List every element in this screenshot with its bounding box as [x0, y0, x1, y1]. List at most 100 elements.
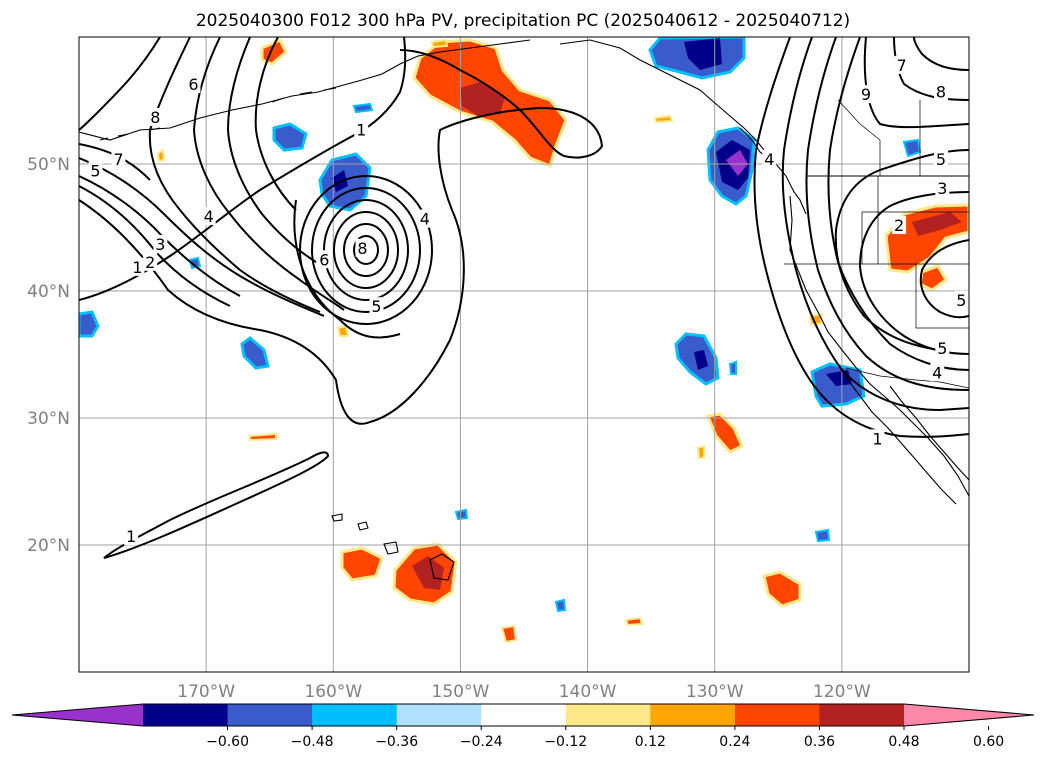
- precip-core-offshore: [694, 350, 708, 370]
- colorbar-tick-label-0: −0.60: [206, 734, 249, 750]
- lat-tick-label-1: 40°N: [27, 282, 70, 302]
- pv-contour-label-bg-19: [935, 179, 950, 198]
- pv-contour-label-bg-22: [935, 339, 950, 358]
- pv-contour-east-inner: [919, 239, 969, 319]
- pv-contour-label-19: 3: [937, 179, 947, 198]
- lon-tick-label-2: 150°W: [432, 682, 490, 702]
- gridlines: [79, 37, 969, 672]
- border-us-mexico: [845, 367, 969, 389]
- colorbar-tick-label-6: 0.24: [719, 734, 750, 750]
- pv-contour-label-2: 7: [113, 150, 123, 169]
- pv-contour-label-bg-4: [201, 207, 216, 226]
- lat-tick-label-0: 50°N: [27, 155, 70, 175]
- pv-cutoff-low: [293, 175, 433, 339]
- pv-contour-label-bg-5: [153, 235, 168, 254]
- pv-contour-label-bg-20: [892, 215, 907, 234]
- colorbar: −0.60 −0.48 −0.36 −0.24 −0.12 0.12 0.24 0.36 0.4…: [11, 703, 1035, 750]
- precip-small-5: [430, 38, 449, 49]
- pv-contour-label-bg-2: [111, 149, 126, 168]
- colorbar-extend-low: [12, 704, 143, 726]
- pv-contour-label-0: 6: [188, 75, 198, 94]
- pv-contour-label-bg-0: [186, 74, 201, 93]
- precip-blob-west-edge: [79, 310, 100, 338]
- pv-contour-label-9: 4: [420, 210, 430, 229]
- colorbar-extend-high: [904, 704, 1034, 726]
- pv-contour-label-8: 1: [356, 121, 366, 140]
- pv-contour-label-bg-23: [930, 363, 945, 382]
- pv-contour-label-bg-3: [88, 161, 103, 180]
- colorbar-bin-7: [734, 704, 820, 726]
- pv-contour-east-1: [753, 37, 969, 438]
- precip-core-west-us: [912, 212, 962, 236]
- lon-tick-label-4: 130°W: [686, 682, 744, 702]
- pv-contour-label-15: 9: [861, 85, 871, 104]
- precip-small-1: [249, 432, 277, 442]
- lon-tick-label-3: 140°W: [559, 682, 617, 702]
- colorbar-tick-label-5: 0.12: [635, 734, 666, 750]
- precip-small-9: [336, 324, 350, 337]
- pv-contour-label-23: 4: [932, 363, 942, 382]
- pv-contour-label-22: 5: [937, 339, 947, 358]
- colorbar-tick-label-1: −0.48: [291, 734, 334, 750]
- pv-contour-label-4: 4: [204, 207, 214, 226]
- pv-contour-east-2: [781, 37, 969, 412]
- lon-tick-label-5: 120°W: [813, 682, 871, 702]
- pv-contour-label-bg-13: [124, 527, 139, 546]
- pv-contour-label-bg-10: [355, 238, 370, 257]
- pv-contour-label-bg-11: [317, 250, 332, 269]
- pv-contour-label-7: 1: [132, 258, 142, 277]
- precip-small-3: [624, 616, 644, 627]
- pv-contour-label-16: 8: [936, 83, 946, 102]
- colorbar-outline: [11, 703, 1035, 727]
- precip-blob-central: [705, 412, 744, 454]
- pv-contour-label-17: 4: [764, 150, 774, 169]
- precip-small-neg-2: [454, 508, 469, 521]
- pv-contour-east-3: [805, 37, 969, 391]
- pv-contour-label-bg-15: [859, 85, 874, 104]
- precip-small-7: [696, 444, 705, 459]
- pv-contour-label-bg-18: [934, 149, 949, 168]
- pv-contour-label-bg-12: [369, 297, 384, 316]
- pv-contour-label-18: 5: [936, 150, 946, 169]
- precip-blob-aleut-2: [272, 122, 308, 152]
- pv-contour-label-bg-16: [934, 82, 949, 101]
- pv-contour-label-13: 1: [126, 527, 136, 546]
- lon-tick-label-1: 160°W: [304, 682, 362, 702]
- pv-contours: [79, 37, 969, 559]
- pv-contour-label-bg-9: [417, 209, 432, 228]
- pv-contour-label-11: 6: [319, 250, 329, 269]
- colorbar-tick-label-2: −0.36: [375, 734, 418, 750]
- lat-tick-label-2: 30°N: [27, 409, 70, 429]
- colorbar-tick-label-9: 0.60: [973, 734, 1004, 750]
- pv-contour-label-bg-1: [148, 108, 163, 127]
- pv-contour-label-21: 5: [956, 291, 966, 310]
- pv-contour-label-10: 8: [357, 239, 367, 258]
- colorbar-tick-label-8: 0.48: [888, 734, 919, 750]
- precip-small-8: [156, 148, 166, 163]
- coastline-hawaii-1: [429, 553, 455, 581]
- border-canada-provinces: [837, 99, 921, 176]
- colorbar-tick-label-7: 0.36: [804, 734, 835, 750]
- precip-core-gulf-north: [684, 38, 722, 70]
- pv-contour-label-1: 8: [150, 108, 160, 127]
- colorbar-bin-2: [312, 704, 398, 726]
- precip-small-neg-6: [188, 256, 202, 270]
- precip-small-neg-5: [352, 102, 374, 114]
- coastline-se-alaska: [559, 39, 765, 151]
- precip-small-neg-4: [814, 528, 831, 543]
- precip-small-4: [653, 114, 674, 124]
- pv-contour-label-5: 3: [155, 235, 165, 254]
- pv-contour-1-tropical: [103, 451, 330, 559]
- pv-contour-label-6: 2: [145, 253, 155, 272]
- lon-tick-label-0: 170°W: [177, 682, 235, 702]
- pv-contour-label-bg-17: [762, 149, 777, 168]
- pv-contour-east-7: [863, 37, 969, 129]
- pv-contour-label-14: 7: [897, 56, 907, 75]
- precip-blob-sub-east: [762, 570, 802, 608]
- map-frame: [78, 36, 970, 673]
- pv-contour-ridge-4: [226, 37, 317, 263]
- pv-contour-label-bg-6: [143, 252, 158, 271]
